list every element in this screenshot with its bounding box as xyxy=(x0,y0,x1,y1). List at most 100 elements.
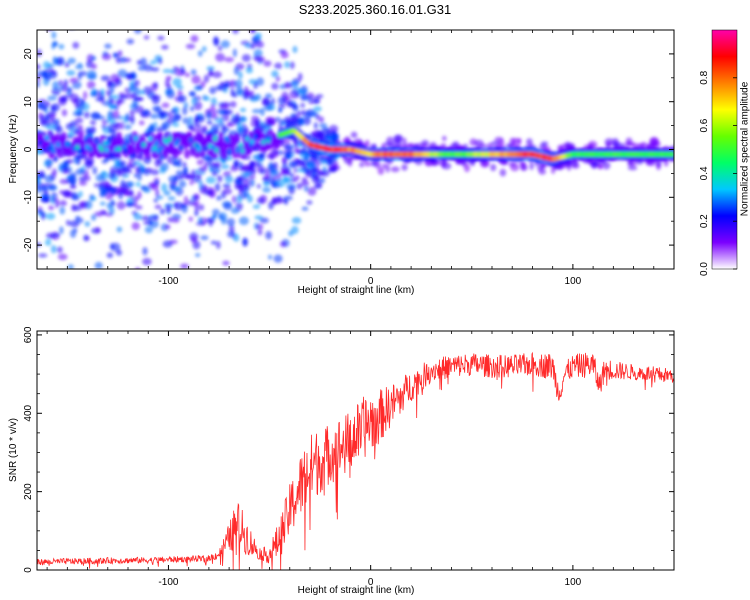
spectrogram-noise-blob xyxy=(75,117,84,124)
spectrogram-noise-blob xyxy=(69,120,78,128)
spectrogram-noise-blob xyxy=(86,69,97,79)
spectrogram-noise-blob xyxy=(243,95,249,100)
spectrogram-ytick-label: -20 xyxy=(23,237,34,252)
spectrogram-noise-blob xyxy=(212,71,222,79)
spectrogram-noise-blob xyxy=(170,109,177,114)
spectrogram-ridge-core xyxy=(117,146,122,152)
spectrogram-ridge-core xyxy=(37,148,41,155)
spectrogram-noise-blob xyxy=(57,253,68,261)
spectrogram-noise-blob xyxy=(161,44,169,50)
spectrogram-noise-blob xyxy=(112,52,120,57)
spectrogram-noise-blob xyxy=(220,40,230,49)
spectrogram-noise-blob xyxy=(46,123,57,131)
spectrogram-noise-blob xyxy=(72,41,80,49)
spectrogram-noise-blob xyxy=(89,196,97,202)
spectrogram-noise-blob xyxy=(284,145,293,151)
spectrogram-noise-blob xyxy=(183,195,189,205)
snr-ytick-label: 200 xyxy=(23,483,34,500)
spectrogram-noise-blob xyxy=(255,41,265,49)
spectrogram-noise-blob xyxy=(597,163,603,170)
spectrogram-noise-blob xyxy=(590,161,599,169)
spectrogram-noise-blob xyxy=(230,87,235,97)
colorbar: 0.0 0.2 0.4 0.6 0.8 Normalized spectral ampl… xyxy=(699,29,750,276)
spectrogram-noise-blob xyxy=(291,103,299,109)
spectrogram-ridge-core xyxy=(178,145,184,151)
spectrogram-noise-blob xyxy=(47,95,57,101)
spectrogram-ridge-core xyxy=(80,147,85,154)
spectrogram-ridge-core xyxy=(211,144,216,150)
spectrogram-noise-blob xyxy=(210,104,216,109)
spectrogram-noise-blob xyxy=(101,179,110,187)
spectrogram-noise-blob xyxy=(220,216,227,225)
spectrogram-ytick-label: 0 xyxy=(23,146,34,152)
spectrogram-noise-blob xyxy=(153,82,159,89)
spectrogram-noise-blob xyxy=(66,87,73,92)
spectrogram-noise-blob xyxy=(210,114,219,120)
spectrogram-noise-blob xyxy=(37,112,44,120)
spectrogram-noise-blob xyxy=(529,161,534,171)
spectrogram-noise-blob xyxy=(474,139,484,147)
spectrogram-noise-blob xyxy=(245,67,254,74)
spectrogram-noise-blob xyxy=(142,257,152,266)
spectrogram-noise-blob xyxy=(98,184,104,192)
spectrogram-noise-blob xyxy=(109,104,116,110)
spectrogram-noise-blob xyxy=(51,87,61,96)
spectrogram-noise-blob xyxy=(111,94,119,100)
spectrogram-noise-blob xyxy=(222,260,230,266)
spectrogram-ridge-core xyxy=(84,144,90,150)
spectrogram-noise-blob xyxy=(282,158,287,166)
spectrogram-noise-blob xyxy=(61,109,68,117)
spectrogram-noise-blob xyxy=(137,191,142,199)
spectrogram-noise-blob xyxy=(490,163,497,172)
spectrogram-ridge-core xyxy=(122,144,127,150)
spectrogram-noise-blob xyxy=(174,68,185,77)
spectrogram-noise-blob xyxy=(301,176,308,183)
spectrogram-noise-blob xyxy=(184,72,191,78)
spectrogram-noise-blob xyxy=(91,63,97,70)
spectrogram-noise-blob xyxy=(267,18,273,26)
spectrogram-ridge-core xyxy=(133,135,138,141)
spectrogram-noise-blob xyxy=(131,222,140,231)
spectrogram-noise-blob xyxy=(206,66,215,71)
spectrogram-noise-blob xyxy=(94,183,99,188)
spectrogram-noise-blob xyxy=(164,224,171,230)
spectrogram-noise-blob xyxy=(318,116,325,123)
spectrogram-noise-blob xyxy=(251,108,262,114)
spectrogram-noise-blob xyxy=(143,168,151,176)
spectrogram-noise-blob xyxy=(101,170,107,175)
spectrogram-noise-blob xyxy=(116,201,126,210)
spectrogram-noise-blob xyxy=(75,168,85,176)
spectrogram-noise-blob xyxy=(286,101,293,108)
figure-title: S233.2025.360.16.01.G31 xyxy=(299,2,452,17)
spectrogram-scatter xyxy=(37,6,674,269)
spectrogram-ridge-halo xyxy=(128,145,135,156)
spectrogram-noise-blob xyxy=(330,134,339,142)
spectrogram-noise-blob xyxy=(133,172,139,178)
spectrogram-noise-blob xyxy=(238,71,243,80)
spectrogram-noise-blob xyxy=(233,66,240,76)
spectrogram-noise-blob xyxy=(226,122,236,127)
spectrogram-ridge-halo xyxy=(233,133,240,144)
spectrogram-noise-blob xyxy=(37,209,43,215)
spectrogram-noise-blob xyxy=(386,136,394,145)
spectrogram-noise-blob xyxy=(296,168,306,173)
spectrogram-noise-blob xyxy=(256,183,261,189)
spectrogram-ridge xyxy=(37,124,674,165)
spectrogram-noise-blob xyxy=(159,23,168,28)
spectrogram-noise-blob xyxy=(224,154,234,161)
spectrogram-noise-blob xyxy=(249,30,256,34)
spectrogram-noise-blob xyxy=(263,60,272,67)
snr-xtick-label: 100 xyxy=(565,577,582,588)
spectrogram-noise-blob xyxy=(311,175,319,184)
spectrogram-noise-blob xyxy=(214,182,221,192)
spectrogram-noise-blob xyxy=(82,90,88,100)
spectrogram-noise-blob xyxy=(612,137,619,145)
spectrogram-noise-blob xyxy=(520,161,527,171)
spectrogram-noise-blob xyxy=(222,6,228,12)
spectrogram-noise-blob xyxy=(150,113,159,120)
snr-ylabel: SNR (10 * v/v) xyxy=(8,418,19,482)
spectrogram-noise-blob xyxy=(222,82,231,89)
spectrogram-noise-blob xyxy=(193,101,203,111)
spectrogram-noise-blob xyxy=(249,161,255,169)
spectrogram-ridge-halo xyxy=(162,148,169,159)
